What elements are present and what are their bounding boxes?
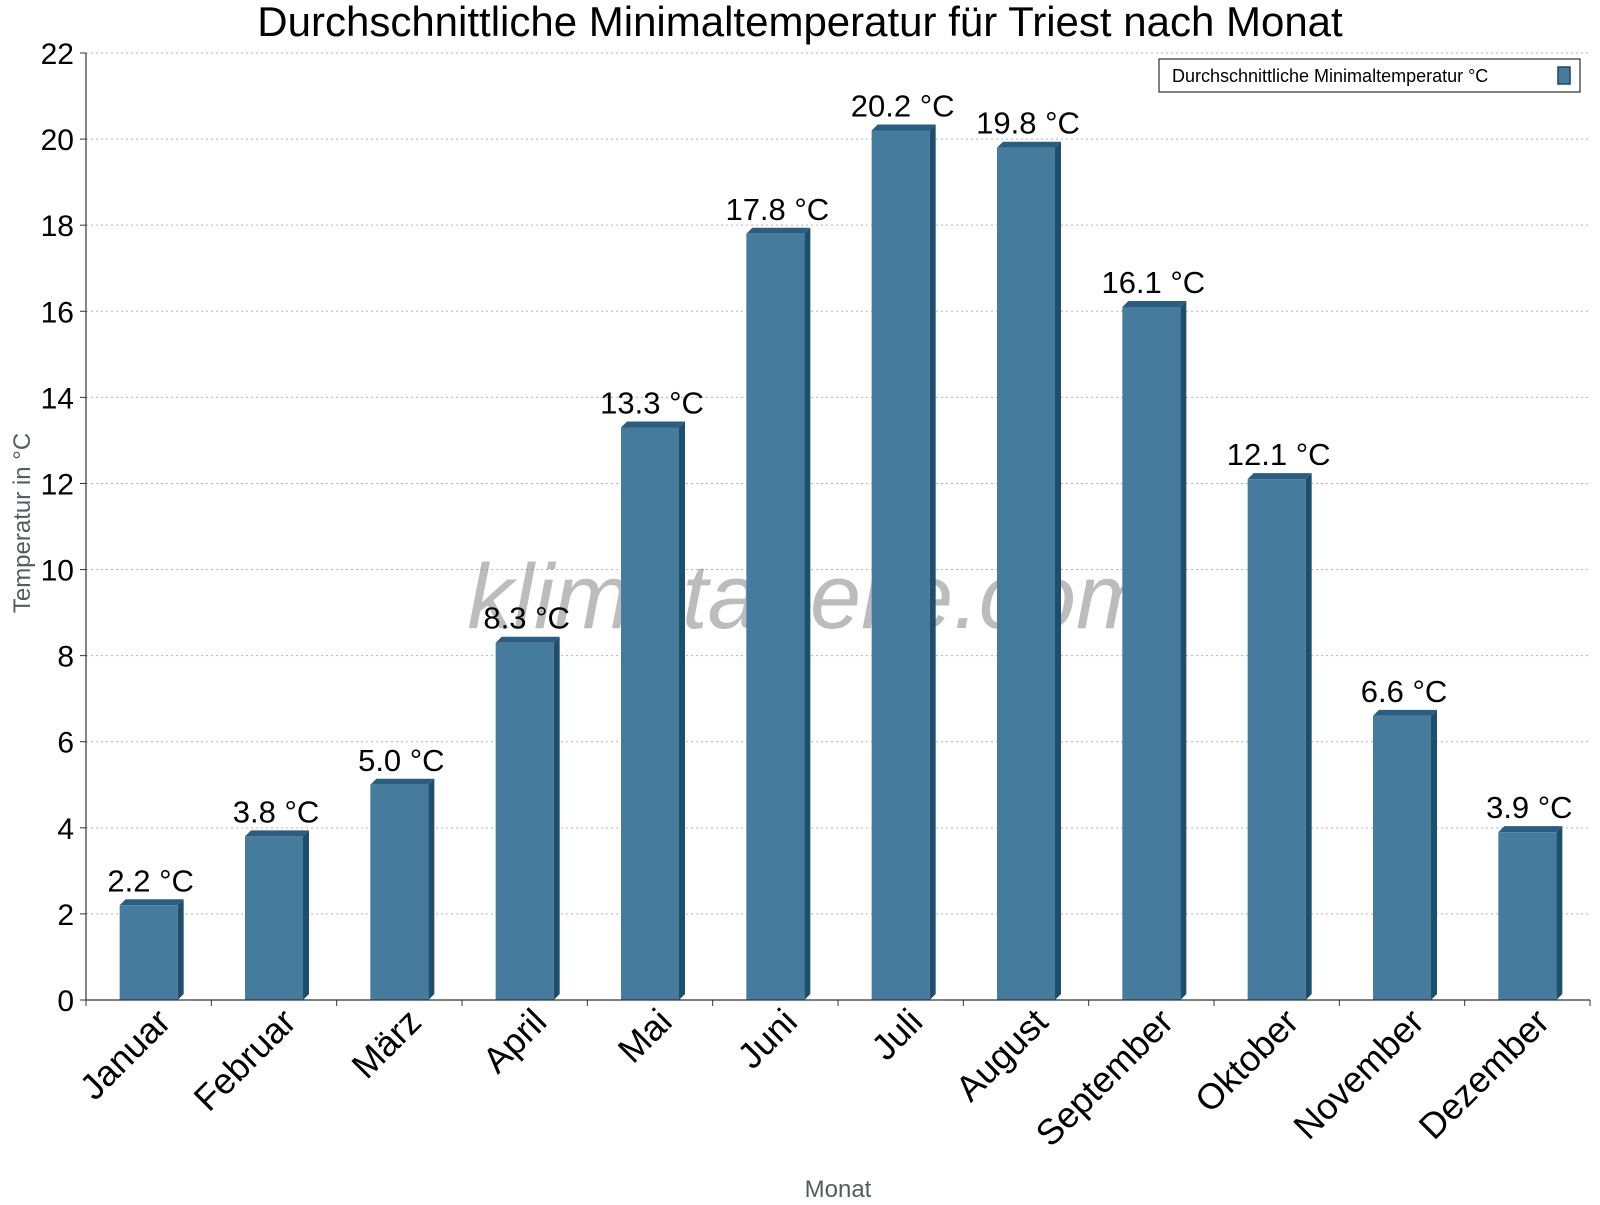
y-tick-label: 4 [57,813,74,846]
bar-value-label: 6.6 °C [1361,674,1448,709]
y-tick-label: 20 [41,124,74,157]
y-tick-label: 0 [57,985,74,1018]
bar-side [1556,826,1563,1000]
y-tick-label: 10 [41,555,74,588]
data-labels: 2.2 °C 3.8 °C 5.0 °C 8.3 °C 13.3 °C 17.8 °C 20… [107,88,1572,898]
bar-side [1431,709,1437,1000]
gridlines [86,52,1590,915]
bar-value-label: 2.2 °C [107,863,194,898]
bar-side [1305,473,1312,1000]
bar-front [746,233,805,1001]
bar-side [553,636,560,1000]
bar-value-label: 12.1 °C [1227,437,1331,472]
bar-top [245,830,309,837]
bar-top [1373,709,1437,716]
y-tick-label: 6 [57,727,74,760]
bar-front [1498,832,1557,1000]
bar-value-label: 13.3 °C [600,385,704,420]
bar-top [746,227,811,234]
y-tick-label: 14 [41,382,74,415]
bar [621,421,685,1000]
bar-top [1247,473,1312,480]
y-tick-label: 18 [41,210,74,243]
bar [119,899,184,1000]
bar-value-label: 3.9 °C [1486,790,1573,825]
bar [1122,300,1187,1001]
bar [871,124,936,1001]
bar-side [177,899,184,1000]
bar-value-label: 8.3 °C [483,601,570,636]
y-tick-label: 2 [57,899,74,932]
y-tick-label: 8 [57,641,74,674]
bar-value-label: 5.0 °C [358,743,445,778]
bar-top [495,636,560,643]
bar [746,227,811,1001]
bar-value-label: 16.1 °C [1101,265,1205,300]
bar-front [370,784,429,1000]
bar [245,830,309,1000]
bar [997,141,1061,1000]
bar-top [1122,300,1187,307]
bar-side [804,227,811,1001]
bar-front [1122,306,1181,1001]
bar-top [997,141,1061,148]
bar-value-label: 20.2 °C [851,88,955,123]
bar [1498,826,1563,1000]
bar-front [1247,479,1306,1000]
bar-side [679,421,685,1000]
y-axis-title: Temperatur in °C [9,433,36,613]
bar-top [119,899,184,906]
y-tick-label: 16 [41,296,74,329]
bar-side [1180,300,1187,1001]
bar-side [303,830,309,1000]
legend: Durchschnittliche Minimaltemperatur °C [1158,58,1581,93]
bars [119,124,1563,1001]
bar [370,778,435,1000]
y-tick-label: 22 [41,38,74,71]
bar-front [621,427,679,1000]
bar [1373,709,1437,1000]
bar [1247,473,1312,1000]
bar-front [871,130,930,1000]
legend-box [1158,58,1581,93]
bar-front [1373,715,1431,1000]
chart-title: Durchschnittliche Minimaltemperatur für … [257,0,1343,45]
x-axis-title: Monat [805,1176,872,1200]
legend-label: Durchschnittliche Minimaltemperatur °C [1172,66,1488,86]
bar-top [370,778,435,785]
legend-swatch [1557,66,1571,85]
bar [495,636,560,1000]
bar-top [621,421,685,428]
bar-front [997,147,1055,1000]
bar-front [119,905,178,1000]
bar-side [929,124,936,1001]
bar-value-label: 3.8 °C [233,794,320,829]
bar-value-label: 19.8 °C [976,106,1080,141]
y-tick-label: 12 [41,468,74,501]
bar-front [245,836,303,1000]
bar-side [428,778,435,1000]
bar-value-label: 17.8 °C [725,192,829,227]
bar-front [495,642,554,1000]
bar-top [871,124,936,131]
bar-side [1055,141,1061,1000]
bar-top [1498,826,1563,833]
